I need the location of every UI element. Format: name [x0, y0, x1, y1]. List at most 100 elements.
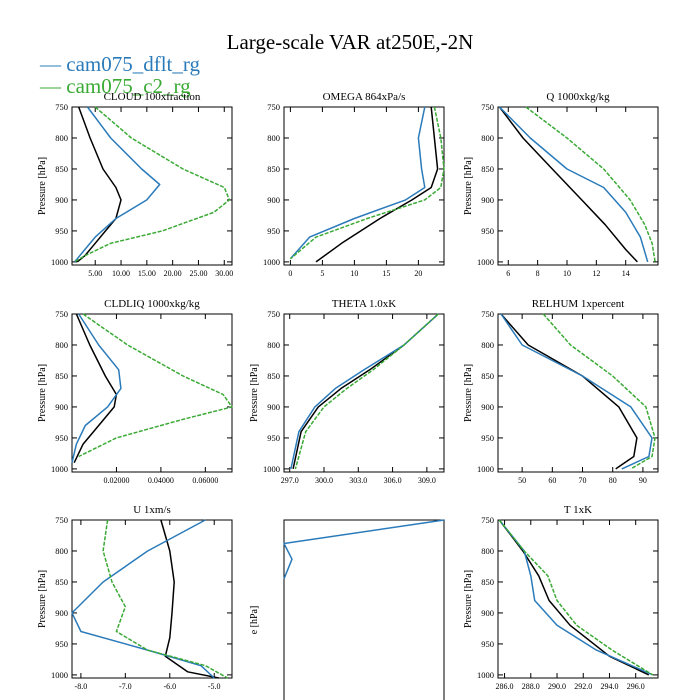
series-line-green	[525, 106, 656, 263]
series-line-green	[78, 313, 233, 458]
y-tick-label: 950	[55, 639, 68, 649]
legend-swatch: —	[40, 52, 67, 76]
series-line-green	[498, 519, 654, 676]
y-tick-label: 800	[481, 340, 494, 350]
series-line-blue	[498, 106, 649, 263]
x-tick-label: 306.0	[384, 476, 402, 485]
series-line-blue	[289, 106, 426, 260]
plot-frame	[497, 313, 659, 473]
series-line-black	[73, 313, 118, 464]
y-tick-label: 950	[481, 433, 494, 443]
panel-3: Q 1000xkg/kg Pressure [hPa] 750 800 850 900 95…	[463, 91, 659, 278]
x-tick-label: 12	[592, 269, 600, 278]
y-tick-label: 750	[267, 102, 280, 112]
y-tick-label: 850	[481, 577, 494, 587]
panel-6: RELHUM 1xpercent Pressure [hPa] 750 800 850 9…	[463, 298, 659, 485]
x-tick-label: 10	[563, 269, 571, 278]
y-tick-label: 1000	[51, 464, 68, 474]
y-tick-label: 1000	[263, 257, 280, 267]
series-line-black	[498, 106, 638, 263]
y-tick-label: 800	[481, 133, 494, 143]
panel-title: THETA 1.0xK	[332, 298, 397, 310]
series-line-black	[292, 313, 439, 470]
x-tick-label: 0.04000	[148, 476, 174, 485]
series-line-blue	[71, 519, 215, 679]
x-tick-label: 294.0	[600, 682, 618, 691]
x-tick-label: 0	[288, 269, 292, 278]
series-line-black	[76, 106, 122, 263]
panel-title: Q 1000xkg/kg	[546, 91, 610, 103]
y-tick-label: 950	[481, 226, 494, 236]
x-tick-label: 296.0	[627, 682, 645, 691]
panel-title: T 1xK	[564, 504, 592, 516]
y-tick-label: 850	[55, 577, 68, 587]
y-tick-label: 900	[481, 402, 494, 412]
y-tick-label: 800	[481, 546, 494, 556]
y-tick-label: 850	[55, 371, 68, 381]
y-axis-label: Pressure [hPa]	[37, 157, 48, 215]
y-tick-label: 750	[55, 515, 68, 525]
y-tick-label: 800	[55, 340, 68, 350]
panel-title: CLDLIQ 1000xkg/kg	[104, 298, 200, 310]
panel-2: OMEGA 864xPa/s 750 800 850 900 950 1000 0 5 10 15 2…	[263, 91, 445, 278]
y-tick-label: 850	[481, 371, 494, 381]
y-tick-label: 800	[55, 133, 68, 143]
x-tick-label: 25.00	[189, 269, 207, 278]
series-line-blue	[74, 106, 161, 263]
y-tick-label: 750	[481, 515, 494, 525]
y-axis-label: e [hPa]	[249, 606, 260, 635]
x-tick-label: -6.0	[163, 682, 176, 691]
x-tick-label: 15.00	[138, 269, 156, 278]
y-tick-label: 800	[55, 546, 68, 556]
x-tick-label: 14	[622, 269, 630, 278]
series-line-blue	[71, 313, 122, 463]
y-tick-label: 900	[267, 402, 280, 412]
y-tick-label: 750	[267, 309, 280, 319]
legend-swatch: —	[40, 74, 67, 98]
x-tick-label: 5	[320, 269, 324, 278]
x-tick-label: 303.0	[349, 476, 367, 485]
y-tick-label: 800	[267, 340, 280, 350]
y-tick-label: 900	[55, 608, 68, 618]
x-tick-label: 290.0	[548, 682, 566, 691]
x-tick-label: 0.02000	[103, 476, 129, 485]
x-tick-label: 0.06000	[192, 476, 218, 485]
plot-frame	[71, 313, 233, 473]
x-tick-label: 309.0	[418, 476, 436, 485]
x-tick-label: 292.0	[574, 682, 592, 691]
series-line-black	[315, 106, 439, 263]
x-tick-label: 297.0	[281, 476, 299, 485]
legend-entry-c2: — cam075_c2_rg	[40, 75, 191, 97]
y-tick-label: 900	[55, 402, 68, 412]
y-axis-label: Pressure [hPa]	[463, 364, 474, 422]
y-tick-label: 950	[267, 226, 280, 236]
x-tick-label: 286.0	[496, 682, 514, 691]
y-axis-label: Pressure [hPa]	[37, 570, 48, 628]
legend-entry-dflt: — cam075_dflt_rg	[40, 53, 200, 75]
y-tick-label: 1000	[263, 464, 280, 474]
y-tick-label: 1000	[51, 670, 68, 680]
y-tick-label: 850	[267, 371, 280, 381]
y-tick-label: 750	[55, 102, 68, 112]
y-axis-label: Pressure [hPa]	[463, 570, 474, 628]
plot-frame	[71, 106, 233, 266]
y-tick-label: 950	[267, 433, 280, 443]
y-tick-label: 1000	[477, 464, 494, 474]
legend-label: cam075_c2_rg	[66, 74, 191, 98]
panel-title: U 1xm/s	[133, 504, 171, 516]
panel-title: OMEGA 864xPa/s	[323, 91, 406, 103]
series-line-green	[542, 313, 656, 470]
x-tick-label: 300.0	[315, 476, 333, 485]
x-tick-label: 70	[579, 476, 587, 485]
panel-title: CLOUD 100xfraction	[104, 91, 201, 103]
y-axis-label: Pressure [hPa]	[463, 157, 474, 215]
y-tick-label: 750	[481, 102, 494, 112]
y-tick-label: 950	[55, 433, 68, 443]
x-tick-label: 60	[548, 476, 556, 485]
y-tick-label: 850	[55, 164, 68, 174]
panel-5: THETA 1.0xK Pressure [hPa] 750 800 850 900 950…	[249, 298, 445, 485]
panel-title: RELHUM 1xpercent	[532, 298, 625, 310]
y-tick-label: 800	[267, 133, 280, 143]
